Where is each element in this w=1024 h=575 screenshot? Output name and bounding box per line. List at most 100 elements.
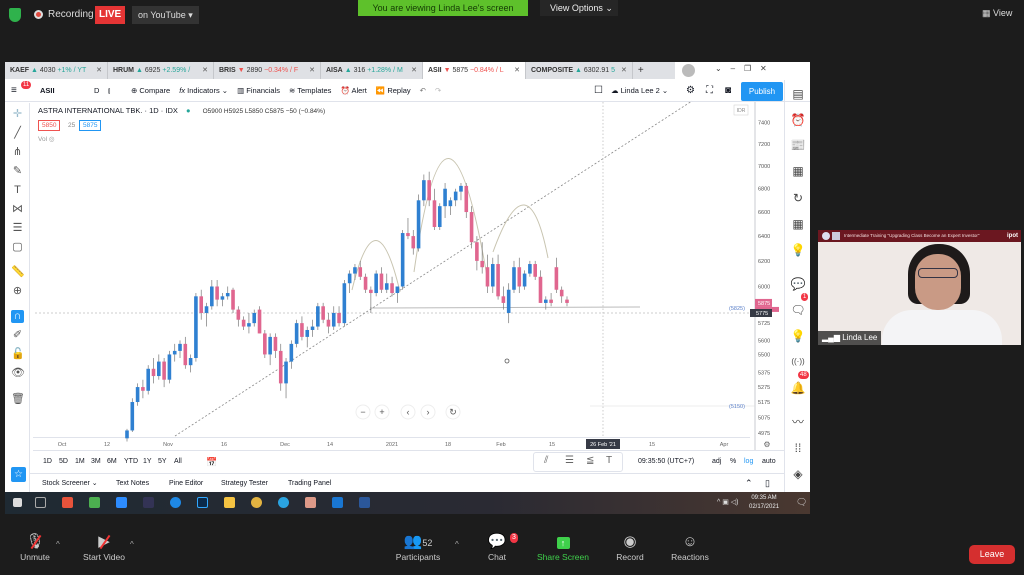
notifications-icon[interactable]: 🗨 [796,497,808,507]
share-screen-button[interactable]: ↑ Share Screen [528,530,598,562]
compare-button[interactable]: ⊕ Compare [131,80,170,102]
text-tool-icon[interactable]: T [606,455,613,466]
task-view-icon[interactable] [35,497,46,508]
tab-bris[interactable]: BRIS ▼ 2890 −0.34% / F ✕ [214,62,321,79]
alert-button[interactable]: ⏰ Alert [340,80,366,102]
ruler-icon[interactable]: 📏 [11,266,25,278]
app-icon[interactable] [305,497,316,508]
scroll-left-button[interactable] [400,404,416,420]
templates-button[interactable]: ≋ Templates [289,80,331,102]
restore-icon[interactable]: ❐ [743,64,752,73]
audio-options-chevron-icon[interactable]: ^ [56,540,60,549]
ask-price[interactable]: 5875 [79,120,102,131]
undo-icon[interactable]: ↶ [419,86,426,95]
symbol-search[interactable]: ASII [40,86,55,95]
close-icon[interactable]: ✕ [760,64,767,73]
calendar-icon[interactable]: ▦ [792,217,804,231]
start-video-button[interactable]: ▶Start Video [69,530,139,562]
interval-button[interactable]: D [94,86,100,95]
reset-chart-button[interactable] [445,404,461,420]
brush-icon[interactable]: ✎ [12,165,23,177]
participants-button[interactable]: 👥52 Participants [383,530,453,562]
scroll-right-button[interactable] [420,404,436,420]
close-tab-icon[interactable]: ✕ [411,67,417,74]
security-shield-icon[interactable] [9,8,21,22]
close-tab-icon[interactable]: ✕ [621,67,627,74]
maximize-panel-icon[interactable]: ▯ [765,478,770,488]
redo-icon[interactable]: ↷ [434,86,442,95]
close-tab-icon[interactable]: ✕ [202,67,208,74]
file-explorer-icon[interactable] [224,497,235,508]
app-icon[interactable] [332,497,343,508]
crosshair-icon[interactable]: ✛ [12,108,23,120]
tab-asii[interactable]: ASII ▼ 5875 −0.84% / L ✕ [423,62,526,79]
bid-price[interactable]: 5850 [38,120,61,131]
bottom-tab-4[interactable]: Trading Panel [288,480,332,487]
collapse-chevron-icon[interactable]: ⌃ [745,478,753,488]
close-tab-icon[interactable]: ✕ [514,67,520,74]
photoshop-icon[interactable] [197,497,208,508]
bottom-tab-1[interactable]: Text Notes [116,480,150,487]
watchlist-star-icon[interactable]: ☆ [11,467,26,482]
indicators-button[interactable]: fx Indicators ⌄ [179,86,229,95]
close-tab-icon[interactable]: ✕ [309,67,315,74]
profile-avatar[interactable] [682,64,695,77]
camera-snapshot-icon[interactable]: ◙ [725,85,732,96]
unmute-button[interactable]: 🎙Unmute [0,530,70,562]
word-icon[interactable] [359,497,370,508]
eye-icon[interactable]: 👁 [11,367,25,379]
range-1d[interactable]: 1D [43,458,52,465]
ideas-stream-icon[interactable]: 💡 [790,329,806,343]
windows-start-icon[interactable] [13,498,22,507]
zoom-in-button[interactable] [374,404,390,420]
time-axis[interactable] [33,437,750,450]
idea-bulb-icon[interactable]: 💡 [790,243,806,257]
unlock-icon[interactable]: 🔓 [11,348,25,360]
scale-auto[interactable]: auto [762,458,776,465]
shape-icon[interactable]: ▢ [12,241,23,253]
fullscreen-icon[interactable]: ⛶ [706,85,713,96]
video-options-chevron-icon[interactable]: ^ [130,540,134,549]
app-icon[interactable] [170,497,181,508]
zoom-in-icon[interactable]: ⊕ [12,285,23,297]
reactions-button[interactable]: ☺ Reactions [655,530,725,562]
record-button[interactable]: ◉ Record [595,530,665,562]
notification-bell-icon[interactable]: 🔔 [790,381,806,395]
candle-type-icon[interactable]: ⫾ [108,86,111,95]
chevron-down-icon[interactable]: ⌄ [715,64,722,73]
zoom-out-button[interactable] [355,404,371,420]
magnet-icon[interactable]: ∩ [11,310,24,323]
pattern-icon[interactable]: ⋈ [12,203,23,215]
view-options-button[interactable]: View Options ⌄ [540,0,618,16]
replay-button[interactable]: ⏪ Replay [376,80,411,102]
scale-log[interactable]: log [744,458,754,465]
zoom-app-icon[interactable] [116,497,127,508]
range-1y[interactable]: 1Y [143,458,152,465]
news-icon[interactable]: 📰 [790,138,806,152]
eye-hidden-icon[interactable]: ◎ [48,136,55,143]
app-icon[interactable] [143,497,154,508]
system-tray-icons[interactable]: ^ ▣ ◁) [717,499,739,506]
goto-date-icon[interactable]: 📅 [206,457,218,467]
app-icon[interactable] [62,497,73,508]
window-controls[interactable]: ⌄ – ❐ ✕ [715,64,767,73]
menu-icon[interactable]: ≡ [11,85,17,96]
financials-button[interactable]: ▥ Financials [237,80,280,102]
prediction-icon[interactable]: ☰ [12,222,23,234]
range-all[interactable]: All [174,458,182,465]
range-5d[interactable]: 5D [59,458,68,465]
tab-composite[interactable]: COMPOSITE ▲ 6302.91 5 ✕ [526,62,633,79]
dom-icon[interactable]: ⁞⁞ [794,441,802,455]
chrome-icon[interactable] [251,497,262,508]
bottom-tab-3[interactable]: Strategy Tester [221,480,268,487]
settings-gear-icon[interactable]: ⚙ [686,85,695,96]
private-chat-icon[interactable]: 🗨 [790,303,806,317]
lock-drawing-icon[interactable]: ✐ [12,329,23,341]
alarm-clock-icon[interactable]: ⏰ [790,113,806,127]
range-5y[interactable]: 5Y [158,458,167,465]
regression-icon[interactable]: ≦ [586,455,595,466]
trend-line-icon[interactable]: ╱ [14,127,21,139]
leave-button[interactable]: Leave [969,545,1015,564]
bottom-tab-0[interactable]: Stock Screener ⌄ [42,480,98,487]
